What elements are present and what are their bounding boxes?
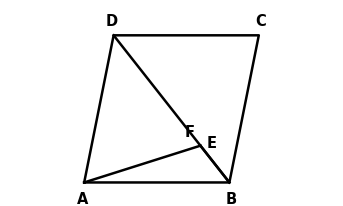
- Text: B: B: [226, 192, 237, 206]
- Text: C: C: [256, 14, 266, 29]
- Text: F: F: [185, 125, 194, 140]
- Text: D: D: [106, 14, 118, 29]
- Text: A: A: [76, 192, 88, 206]
- Text: E: E: [206, 136, 216, 151]
